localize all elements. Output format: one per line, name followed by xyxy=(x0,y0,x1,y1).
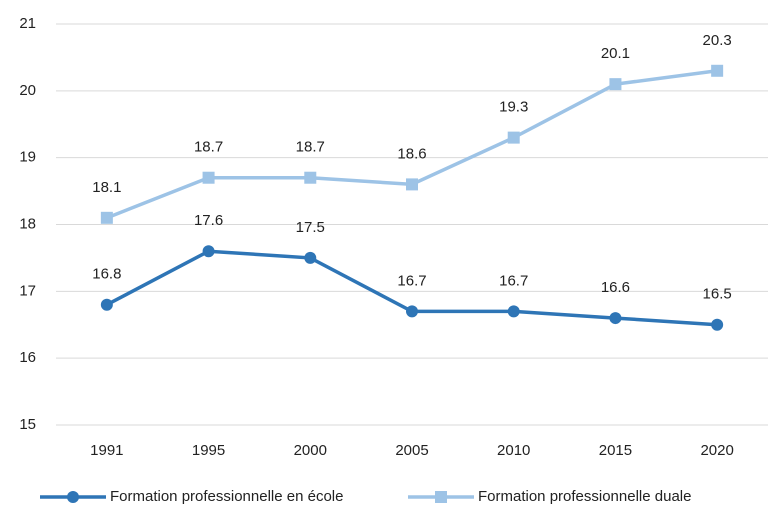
y-tick-label: 19 xyxy=(19,149,36,166)
data-label: 16.5 xyxy=(703,286,732,303)
marker xyxy=(202,171,215,184)
x-tick-label: 1995 xyxy=(192,442,225,459)
marker xyxy=(304,171,317,184)
data-label: 18.7 xyxy=(296,139,325,156)
data-label: 16.8 xyxy=(92,266,121,283)
marker xyxy=(711,318,724,331)
data-label: 18.7 xyxy=(194,139,223,156)
marker xyxy=(711,64,724,77)
legend-label: Formation professionnelle duale xyxy=(478,488,691,505)
data-label: 19.3 xyxy=(499,99,528,116)
data-label: 16.6 xyxy=(601,279,630,296)
y-tick-label: 20 xyxy=(19,82,36,99)
marker xyxy=(100,211,113,224)
x-tick-label: 2010 xyxy=(497,442,530,459)
data-label: 18.1 xyxy=(92,179,121,196)
marker xyxy=(609,312,622,325)
data-label: 17.5 xyxy=(296,219,325,236)
legend-label: Formation professionnelle en école xyxy=(110,488,343,505)
marker xyxy=(100,298,113,311)
marker xyxy=(507,131,520,144)
y-tick-label: 18 xyxy=(19,215,36,232)
y-tick-label: 15 xyxy=(19,416,36,433)
legend-marker xyxy=(67,491,79,503)
data-label: 20.1 xyxy=(601,45,630,62)
data-label: 18.6 xyxy=(397,145,426,162)
marker xyxy=(304,251,317,264)
legend-marker xyxy=(435,491,447,503)
x-tick-label: 2020 xyxy=(700,442,733,459)
y-tick-label: 21 xyxy=(19,15,36,32)
y-tick-label: 17 xyxy=(19,282,36,299)
marker xyxy=(406,305,418,318)
data-label: 16.7 xyxy=(499,272,528,289)
x-tick-label: 2000 xyxy=(294,442,327,459)
marker xyxy=(507,305,520,318)
x-tick-label: 2005 xyxy=(395,442,428,459)
y-tick-label: 16 xyxy=(19,349,36,366)
marker xyxy=(406,178,418,191)
x-tick-label: 1991 xyxy=(90,442,123,459)
x-tick-label: 2015 xyxy=(599,442,632,459)
data-label: 20.3 xyxy=(703,32,732,49)
data-label: 16.7 xyxy=(397,272,426,289)
marker xyxy=(202,245,215,258)
marker xyxy=(609,78,622,91)
data-label: 17.6 xyxy=(194,212,223,229)
